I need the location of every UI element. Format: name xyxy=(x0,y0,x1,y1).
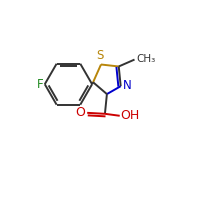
Text: N: N xyxy=(123,79,132,92)
Text: OH: OH xyxy=(121,109,140,122)
Text: CH₃: CH₃ xyxy=(136,54,156,64)
Text: O: O xyxy=(76,106,86,119)
Text: F: F xyxy=(37,78,43,91)
Text: S: S xyxy=(96,49,104,62)
